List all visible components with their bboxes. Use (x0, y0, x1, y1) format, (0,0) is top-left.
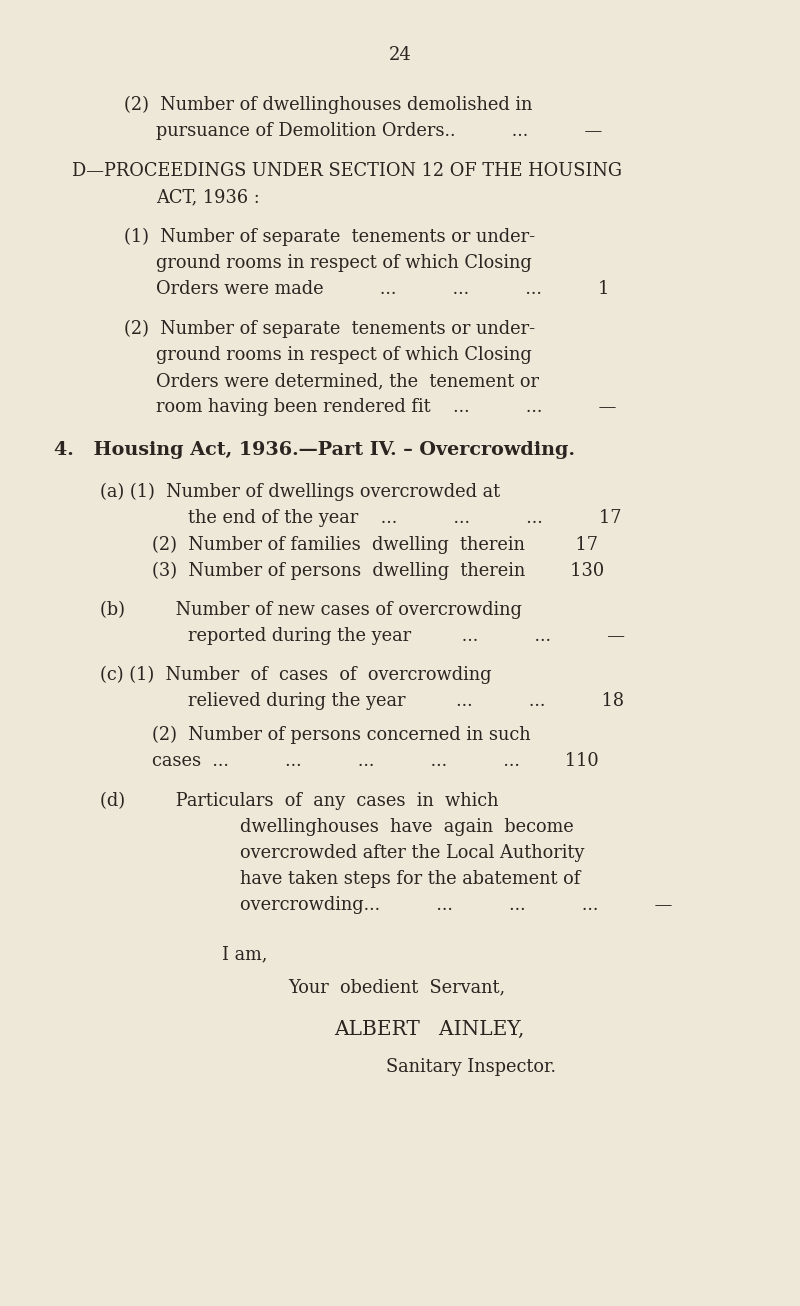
Text: relieved during the year         ...          ...          18: relieved during the year ... ... 18 (188, 692, 624, 710)
Text: overcrowded after the Local Authority: overcrowded after the Local Authority (240, 844, 584, 862)
Text: (a) (1)  Number of dwellings overcrowded at: (a) (1) Number of dwellings overcrowded … (100, 483, 500, 502)
Text: ALBERT   AINLEY,: ALBERT AINLEY, (334, 1020, 525, 1040)
Text: the end of the year    ...          ...          ...          17: the end of the year ... ... ... 17 (188, 509, 622, 528)
Text: D—PROCEEDINGS UNDER SECTION 12 OF THE HOUSING: D—PROCEEDINGS UNDER SECTION 12 OF THE HO… (72, 162, 622, 180)
Text: 24: 24 (389, 46, 411, 64)
Text: ground rooms in respect of which Closing: ground rooms in respect of which Closing (156, 253, 532, 272)
Text: (2)  Number of dwellinghouses demolished in: (2) Number of dwellinghouses demolished … (124, 95, 532, 114)
Text: I am,: I am, (222, 946, 268, 964)
Text: pursuance of Demolition Orders..          ...          —: pursuance of Demolition Orders.. ... — (156, 123, 602, 140)
Text: Your  obedient  Servant,: Your obedient Servant, (288, 978, 505, 996)
Text: (2)  Number of families  dwelling  therein         17: (2) Number of families dwelling therein … (152, 535, 598, 554)
Text: ground rooms in respect of which Closing: ground rooms in respect of which Closing (156, 346, 532, 364)
Text: Orders were determined, the  tenement or: Orders were determined, the tenement or (156, 372, 539, 390)
Text: (2)  Number of persons concerned in such: (2) Number of persons concerned in such (152, 726, 530, 744)
Text: cases  ...          ...          ...          ...          ...        110: cases ... ... ... ... ... 110 (152, 752, 598, 771)
Text: (c) (1)  Number  of  cases  of  overcrowding: (c) (1) Number of cases of overcrowding (100, 666, 491, 684)
Text: (d)         Particulars  of  any  cases  in  which: (d) Particulars of any cases in which (100, 791, 498, 810)
Text: (1)  Number of separate  tenements or under-: (1) Number of separate tenements or unde… (124, 227, 535, 246)
Text: dwellinghouses  have  again  become: dwellinghouses have again become (240, 818, 574, 836)
Text: (2)  Number of separate  tenements or under-: (2) Number of separate tenements or unde… (124, 320, 535, 338)
Text: have taken steps for the abatement of: have taken steps for the abatement of (240, 870, 580, 888)
Text: 4.   Housing Act, 1936.—Part IV. – Overcrowding.: 4. Housing Act, 1936.—Part IV. – Overcro… (54, 441, 574, 460)
Text: (3)  Number of persons  dwelling  therein        130: (3) Number of persons dwelling therein 1… (152, 562, 604, 580)
Text: ACT, 1936 :: ACT, 1936 : (156, 188, 260, 206)
Text: room having been rendered fit    ...          ...          —: room having been rendered fit ... ... — (156, 398, 616, 417)
Text: Sanitary Inspector.: Sanitary Inspector. (386, 1058, 555, 1076)
Text: (b)         Number of new cases of overcrowding: (b) Number of new cases of overcrowding (100, 601, 522, 619)
Text: reported during the year         ...          ...          —: reported during the year ... ... — (188, 627, 625, 645)
Text: Orders were made          ...          ...          ...          1: Orders were made ... ... ... 1 (156, 279, 610, 298)
Text: overcrowding...          ...          ...          ...          —: overcrowding... ... ... ... — (240, 896, 672, 914)
